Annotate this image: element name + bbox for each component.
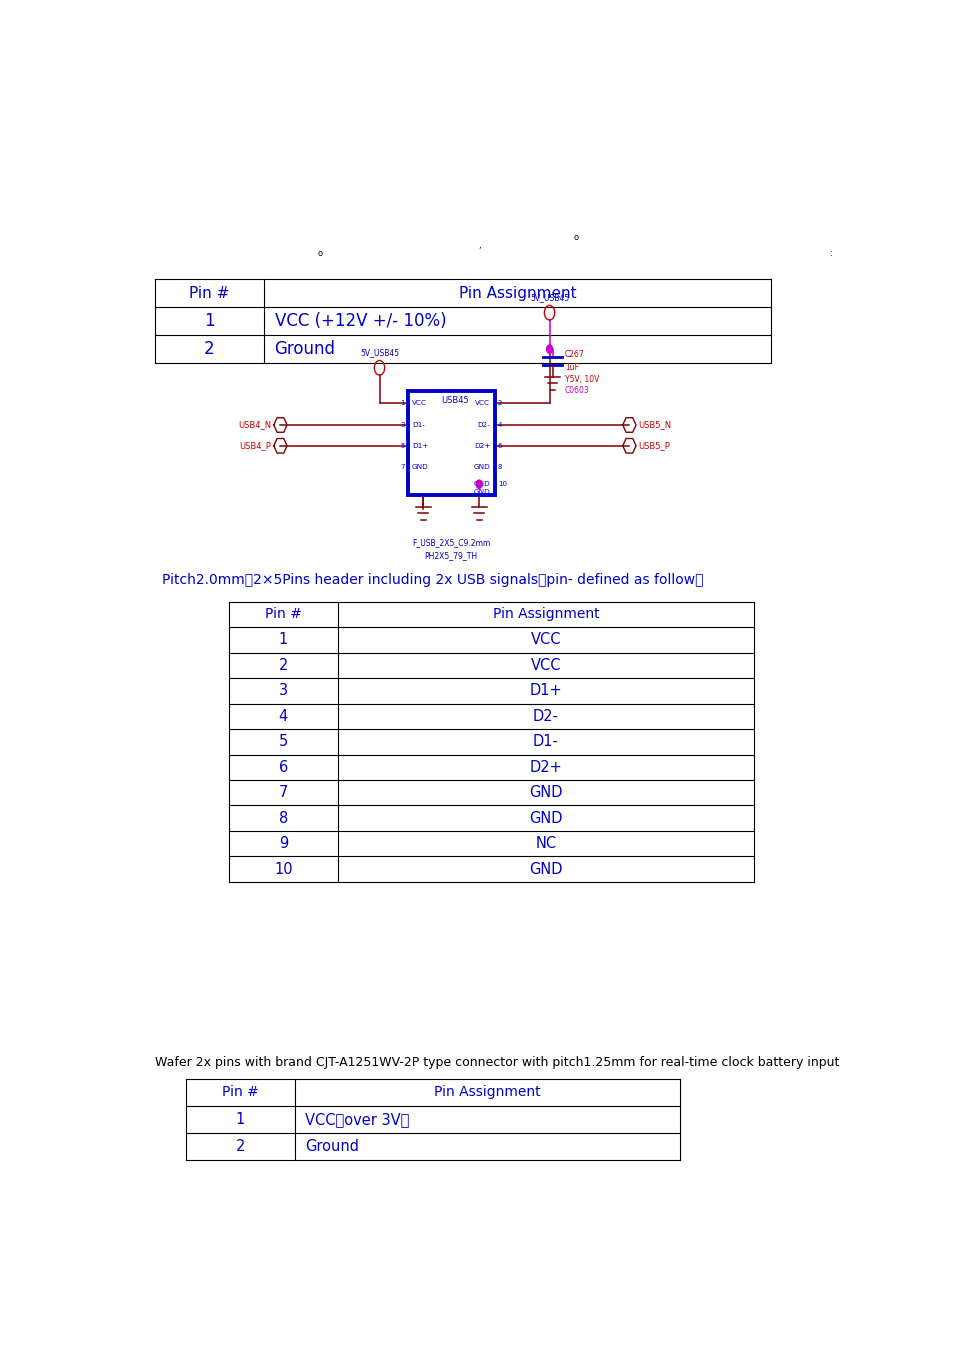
Text: 5: 5: [400, 443, 404, 448]
Text: 7: 7: [399, 463, 404, 470]
Text: GND: GND: [473, 463, 490, 470]
Text: 5: 5: [278, 734, 288, 749]
Text: 9: 9: [278, 836, 288, 850]
Text: VCC（over 3V）: VCC（over 3V）: [305, 1112, 409, 1127]
Text: Pin Assignment: Pin Assignment: [458, 286, 576, 301]
Text: 1: 1: [204, 312, 214, 331]
Text: 1: 1: [235, 1112, 245, 1127]
Text: 2: 2: [235, 1139, 245, 1154]
Text: VCC: VCC: [412, 400, 427, 406]
Text: o: o: [573, 232, 578, 242]
Circle shape: [476, 481, 481, 489]
Text: 6: 6: [278, 760, 288, 775]
Text: GND: GND: [529, 861, 562, 876]
Text: 4: 4: [278, 709, 288, 724]
Text: 2: 2: [204, 340, 214, 358]
Text: 1: 1: [278, 632, 288, 648]
Text: 10: 10: [497, 481, 506, 487]
Text: 5V_USB45: 5V_USB45: [530, 293, 569, 302]
Text: 7: 7: [278, 786, 288, 801]
Text: PH2X5_79_TH: PH2X5_79_TH: [424, 551, 477, 560]
Text: D1+: D1+: [412, 443, 428, 448]
Text: D2-: D2-: [477, 423, 490, 428]
Text: Pin #: Pin #: [189, 286, 230, 301]
Text: GND: GND: [529, 811, 562, 826]
Text: Pin Assignment: Pin Assignment: [492, 608, 598, 621]
Text: 4: 4: [497, 423, 501, 428]
Text: D2-: D2-: [533, 709, 558, 724]
Text: D1-: D1-: [412, 423, 424, 428]
Text: GND: GND: [473, 481, 490, 487]
Text: VCC: VCC: [530, 632, 560, 648]
Text: C0603: C0603: [564, 386, 589, 396]
Text: NC: NC: [535, 836, 556, 850]
Text: VCC: VCC: [530, 657, 560, 672]
Text: D2+: D2+: [529, 760, 561, 775]
Text: GND: GND: [412, 463, 428, 470]
Text: Pitch2.0mm、2×5Pins header including 2x USB signals、pin- defined as follow：: Pitch2.0mm、2×5Pins header including 2x U…: [162, 572, 703, 587]
Text: F_USB_2X5_C9.2mm: F_USB_2X5_C9.2mm: [412, 539, 490, 547]
Text: ,: ,: [477, 242, 480, 250]
Text: USB4_P: USB4_P: [239, 441, 272, 451]
Text: VCC: VCC: [475, 400, 490, 406]
Text: GND: GND: [529, 786, 562, 801]
Text: 8: 8: [278, 811, 288, 826]
Bar: [407, 390, 495, 494]
Text: Pin #: Pin #: [265, 608, 301, 621]
Text: Y5V, 10V: Y5V, 10V: [564, 375, 598, 383]
Text: 3: 3: [399, 423, 404, 428]
Text: D1+: D1+: [529, 683, 561, 698]
Text: Wafer 2x pins with brand CJT-A1251WV-2P type connector with pitch1.25mm for real: Wafer 2x pins with brand CJT-A1251WV-2P …: [154, 1056, 839, 1069]
Text: C267: C267: [564, 350, 584, 359]
Text: Pin Assignment: Pin Assignment: [434, 1085, 540, 1099]
Text: D2+: D2+: [474, 443, 490, 448]
Text: :: :: [829, 250, 832, 258]
Text: 8: 8: [497, 463, 502, 470]
Text: D1-: D1-: [533, 734, 558, 749]
Text: 2: 2: [278, 657, 288, 672]
Text: 2: 2: [497, 400, 501, 406]
Text: GND: GND: [473, 489, 490, 494]
Text: VCC (+12V +/- 10%): VCC (+12V +/- 10%): [274, 312, 446, 331]
Text: 1: 1: [399, 400, 404, 406]
Text: Pin #: Pin #: [222, 1085, 258, 1099]
Text: Ground: Ground: [274, 340, 335, 358]
Text: 3: 3: [278, 683, 288, 698]
Circle shape: [546, 346, 552, 354]
Text: 10: 10: [274, 861, 293, 876]
Text: USB4_N: USB4_N: [238, 420, 272, 429]
Text: USB5_P: USB5_P: [638, 441, 669, 451]
Text: USB45: USB45: [441, 396, 469, 405]
Text: o: o: [317, 250, 322, 258]
Text: 5V_USB45: 5V_USB45: [359, 348, 398, 358]
Text: 6: 6: [497, 443, 502, 448]
Text: 1uF: 1uF: [564, 363, 578, 373]
Text: USB5_N: USB5_N: [638, 420, 671, 429]
Text: Ground: Ground: [305, 1139, 358, 1154]
